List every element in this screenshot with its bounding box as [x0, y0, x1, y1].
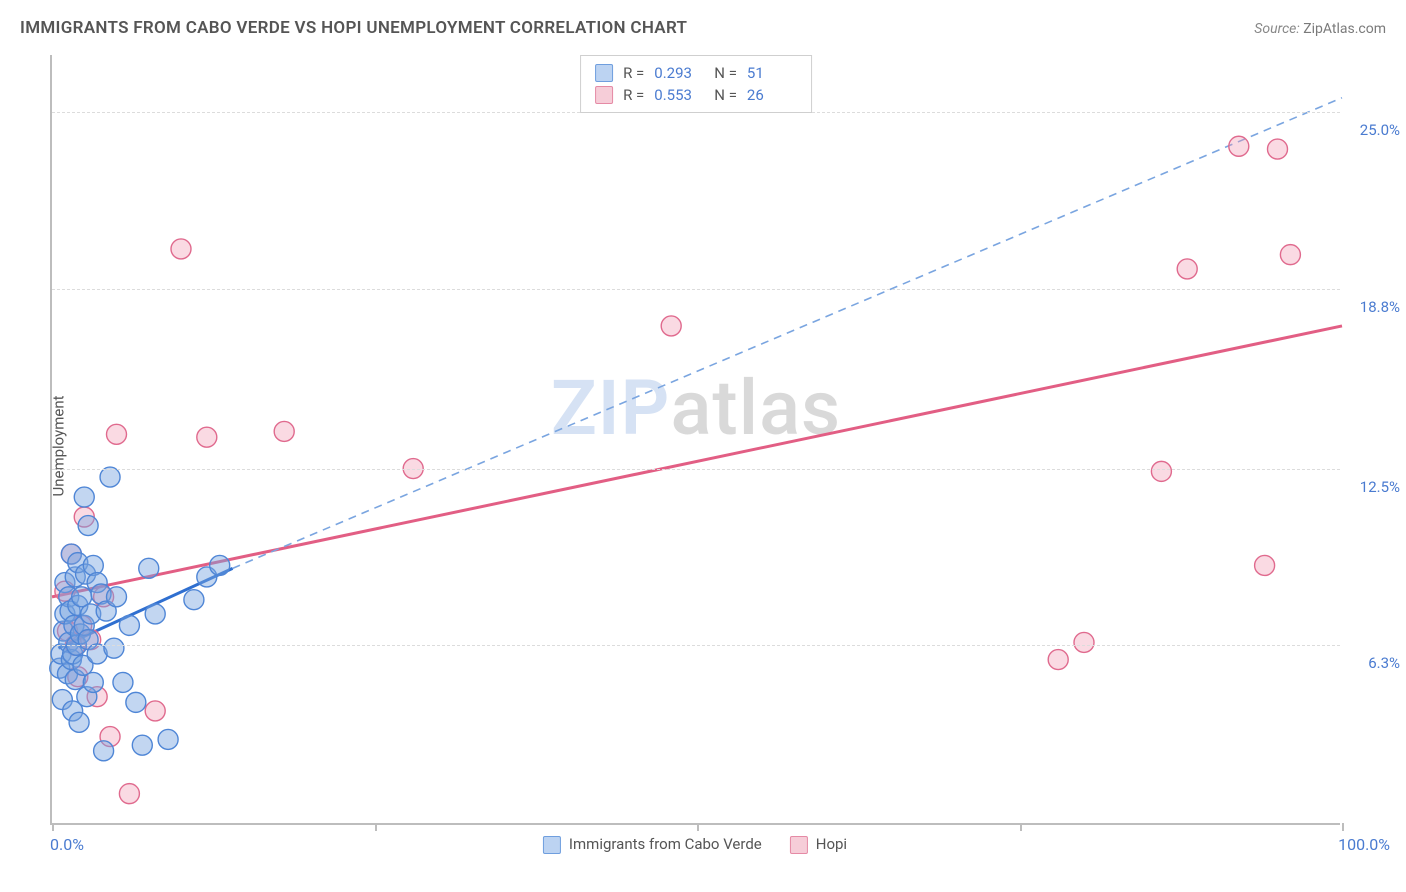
source-value: ZipAtlas.com: [1303, 21, 1386, 37]
x-min-label: 0.0%: [50, 835, 84, 854]
data-point-hopi: [145, 701, 165, 721]
legend-row-cabo_verde: R = 0.293 N = 51: [595, 62, 797, 84]
data-point-hopi: [1074, 632, 1094, 652]
source-label: Source:: [1254, 21, 1299, 37]
series-legend: Immigrants from Cabo Verde Hopi: [543, 835, 847, 854]
legend-label: Immigrants from Cabo Verde: [569, 835, 762, 853]
data-point-cabo-verde: [83, 672, 103, 692]
legend-swatch-cabo_verde: [595, 64, 613, 82]
data-point-hopi: [171, 239, 191, 259]
data-point-cabo-verde: [94, 741, 114, 761]
data-point-cabo-verde: [119, 615, 139, 635]
y-tick-label: 18.8%: [1345, 298, 1400, 316]
y-tick-label: 6.3%: [1345, 654, 1400, 672]
x-tick: [52, 823, 54, 831]
data-point-hopi: [661, 316, 681, 336]
chart-container: IMMIGRANTS FROM CABO VERDE VS HOPI UNEMP…: [0, 0, 1406, 892]
legend-r-value: 0.553: [654, 84, 704, 106]
regression-line-hopi: [52, 326, 1342, 597]
plot-svg: [52, 55, 1340, 823]
x-tick: [697, 823, 699, 831]
legend-n-value: 26: [747, 84, 797, 106]
legend-r-label: R =: [623, 84, 644, 106]
header-row: IMMIGRANTS FROM CABO VERDE VS HOPI UNEMP…: [20, 18, 1386, 38]
plot-area: R =0.293N =51R =0.553N =26 ZIPatlas 6.3%…: [50, 55, 1340, 825]
gridline: [52, 469, 1340, 470]
correlation-legend: R = 0.293 N = 51 R = 0.553 N = 26: [580, 55, 812, 113]
legend-r-label: R =: [623, 62, 644, 84]
y-tick-label: 25.0%: [1345, 121, 1400, 139]
data-point-cabo-verde: [126, 692, 146, 712]
legend-swatch-hopi: [790, 836, 808, 854]
data-point-hopi: [1151, 461, 1171, 481]
x-tick: [375, 823, 377, 831]
legend-swatch-cabo_verde: [543, 836, 561, 854]
source-attribution: Source: ZipAtlas.com: [1254, 21, 1386, 37]
x-tick: [1342, 823, 1344, 831]
x-max-label: 100.0%: [1338, 835, 1390, 854]
x-tick: [1020, 823, 1022, 831]
chart-title: IMMIGRANTS FROM CABO VERDE VS HOPI UNEMP…: [20, 18, 687, 38]
data-point-hopi: [1280, 245, 1300, 265]
legend-r-value: 0.293: [654, 62, 704, 84]
data-point-hopi: [1229, 136, 1249, 156]
y-tick-label: 12.5%: [1345, 478, 1400, 496]
legend-swatch-hopi: [595, 86, 613, 104]
legend-n-value: 51: [747, 62, 797, 84]
legend-label: Hopi: [816, 835, 847, 853]
legend-item-cabo_verde: Immigrants from Cabo Verde: [543, 835, 762, 854]
legend-item-hopi: Hopi: [790, 835, 847, 854]
data-point-cabo-verde: [184, 590, 204, 610]
data-point-hopi: [1268, 139, 1288, 159]
gridline: [52, 289, 1340, 290]
data-point-hopi: [1255, 555, 1275, 575]
data-point-cabo-verde: [100, 467, 120, 487]
data-point-cabo-verde: [139, 558, 159, 578]
data-point-cabo-verde: [74, 487, 94, 507]
gridline: [52, 645, 1340, 646]
data-point-hopi: [274, 421, 294, 441]
data-point-hopi: [197, 427, 217, 447]
data-point-hopi: [1048, 650, 1068, 670]
legend-n-label: N =: [714, 84, 737, 106]
data-point-cabo-verde: [104, 638, 124, 658]
legend-n-label: N =: [714, 62, 737, 84]
data-point-hopi: [119, 784, 139, 804]
data-point-cabo-verde: [132, 735, 152, 755]
legend-row-hopi: R = 0.553 N = 26: [595, 84, 797, 106]
data-point-cabo-verde: [113, 672, 133, 692]
data-point-cabo-verde: [107, 587, 127, 607]
data-point-cabo-verde: [69, 712, 89, 732]
data-point-hopi: [1177, 259, 1197, 279]
data-point-cabo-verde: [210, 555, 230, 575]
data-point-cabo-verde: [78, 516, 98, 536]
data-point-hopi: [107, 424, 127, 444]
data-point-cabo-verde: [158, 729, 178, 749]
data-point-cabo-verde: [145, 604, 165, 624]
regression-extrapolation-cabo-verde: [233, 98, 1342, 569]
